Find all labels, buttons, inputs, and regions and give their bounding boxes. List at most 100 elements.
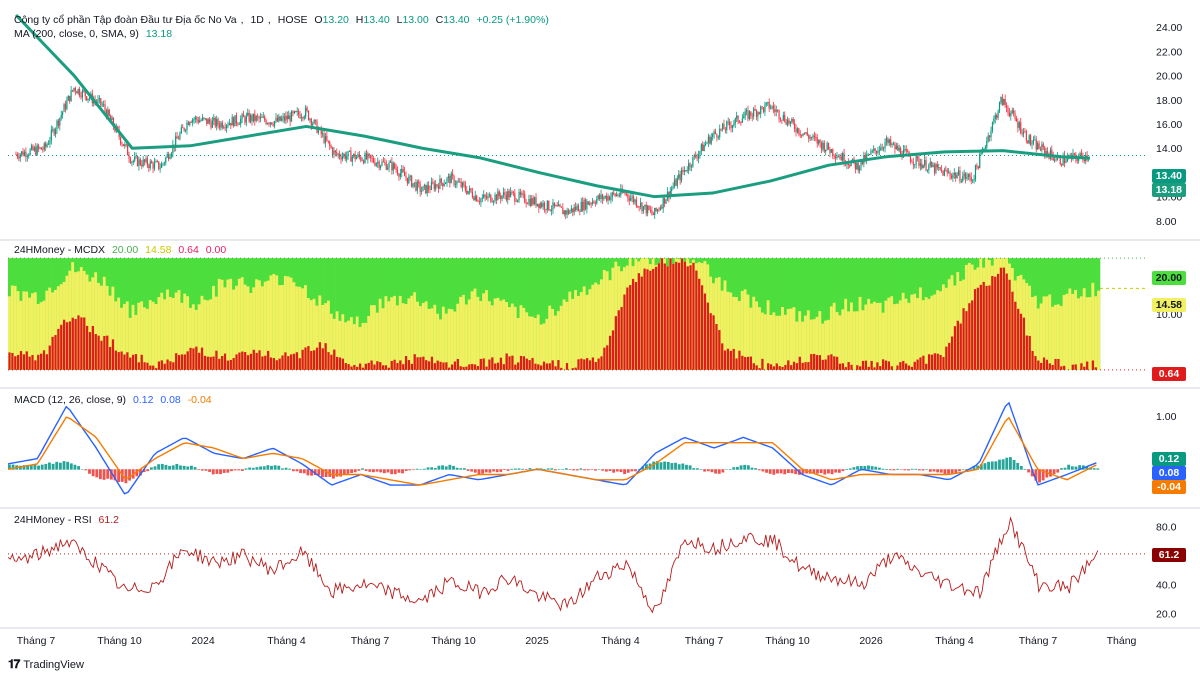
mcdx-green-bar	[361, 258, 365, 370]
x-tick-label: Tháng 4	[601, 635, 640, 647]
mcdx-red-bar	[913, 361, 916, 370]
candle-body	[312, 123, 314, 126]
macd-histogram-bar	[473, 469, 477, 473]
mcdx-red-bar	[1037, 360, 1040, 370]
candle-body	[1018, 122, 1020, 128]
candle-body	[655, 207, 657, 211]
mcdx-yellow-bar	[85, 274, 89, 370]
mcdx-red-bar	[721, 343, 724, 370]
candle-body	[847, 162, 849, 165]
candle-body	[192, 119, 194, 123]
macd-histogram-bar	[113, 469, 117, 481]
macd-histogram-bar	[604, 469, 608, 472]
mcdx-red-bar	[634, 282, 638, 370]
signal-badge: 0.08	[1152, 466, 1186, 480]
tradingview-logo-icon: 𝟏𝟕	[8, 657, 20, 671]
ma-legend: MA (200, close, 0, SMA, 9) 13.18	[14, 28, 176, 41]
mcdx-red-bar	[841, 363, 845, 370]
candle-body	[748, 111, 750, 119]
mcdx-green-bar	[364, 258, 368, 370]
mcdx-red-bar	[229, 359, 232, 370]
candle-body	[656, 209, 659, 211]
mcdx-red-bar	[396, 363, 399, 370]
candle-body	[422, 186, 424, 192]
mcdx-red-bar	[261, 356, 264, 370]
candle-body	[883, 147, 885, 149]
mcdx-green-bar	[338, 258, 342, 370]
candle-body	[233, 117, 235, 127]
candle-body	[112, 117, 115, 127]
mcdx-green-bar	[528, 258, 532, 370]
candle-body	[567, 210, 570, 214]
macd-histogram-bar	[386, 469, 390, 473]
mcdx-green-bar	[533, 258, 538, 370]
mcdx-yellow-bar	[936, 290, 940, 370]
macd-histogram-bar	[375, 469, 379, 472]
mcdx-red-bar	[278, 358, 281, 370]
mcdx-yellow-bar	[806, 310, 811, 370]
macd-histogram-bar	[324, 469, 328, 478]
ma-200-line	[14, 13, 1091, 199]
mcdx-red-bar	[258, 350, 261, 370]
mcdx-red-bar	[390, 360, 393, 370]
macd-histogram-bar	[62, 461, 66, 470]
macd-histogram-bar	[907, 469, 910, 471]
candle-body	[628, 197, 630, 201]
candle-body	[403, 171, 406, 177]
macd-histogram-bar	[1067, 464, 1071, 470]
macd-histogram-bar	[659, 462, 663, 470]
mcdx-red-bar	[379, 362, 382, 370]
mcdx-yellow-bar	[315, 305, 319, 370]
mcdx-red-bar	[304, 347, 307, 370]
signal-value: 0.08	[160, 394, 181, 406]
macd-histogram-bar	[149, 467, 153, 470]
candle-body	[586, 201, 588, 210]
mcdx-red-bar	[65, 322, 69, 370]
mcdx-yellow-bar	[160, 292, 164, 370]
mcdx-red-bar	[106, 335, 109, 370]
mcdx-red-bar	[439, 361, 442, 370]
mcdx-yellow-bar	[1062, 294, 1066, 370]
rsi-line	[7, 516, 1099, 614]
macd-histogram-bar	[135, 469, 139, 477]
mcdx-red-bar	[146, 362, 149, 370]
candle-body	[273, 121, 276, 126]
mcdx-red-bar	[1080, 363, 1083, 370]
mcdx-yellow-bar	[939, 291, 943, 370]
macd-histogram-bar	[193, 467, 197, 470]
mcdx-red-bar	[910, 366, 914, 370]
candle-body	[289, 115, 291, 122]
macd-histogram-bar	[612, 469, 616, 473]
candle-body	[1061, 164, 1063, 166]
mcdx-red-bar	[979, 284, 982, 370]
candle-body	[104, 104, 106, 111]
macd-histogram-bar	[29, 465, 33, 470]
candle-body	[1042, 144, 1044, 148]
x-tick-label: 2026	[859, 635, 883, 647]
macd-histogram-bar	[503, 469, 506, 470]
candle-body	[1024, 131, 1026, 133]
candle-body	[372, 158, 375, 163]
candle-body	[172, 144, 174, 154]
mcdx-red-bar	[22, 354, 26, 370]
candle-body	[309, 118, 311, 120]
mcdx-red-bar	[88, 332, 92, 370]
mcdx-red-bar	[784, 364, 787, 370]
mcdx-yellow-bar	[508, 307, 512, 370]
candle-body	[320, 127, 322, 135]
mcdx-yellow-bar	[338, 320, 342, 370]
tradingview-brand[interactable]: 𝟏𝟕 TradingView	[8, 657, 84, 672]
mcdx-red-bar	[663, 263, 666, 370]
mcdx-red-bar	[198, 352, 201, 370]
macd-histogram-bar	[230, 469, 233, 472]
candle-body	[1046, 150, 1049, 154]
candle-body	[659, 207, 661, 210]
candle-body	[237, 123, 239, 125]
macd-histogram-bar	[310, 469, 313, 476]
mcdx-yellow-bar	[571, 298, 575, 370]
macd-histogram-bar	[936, 469, 940, 473]
candle-body	[904, 149, 906, 151]
candle-body	[871, 150, 873, 152]
mcdx-red-bar	[741, 355, 744, 370]
